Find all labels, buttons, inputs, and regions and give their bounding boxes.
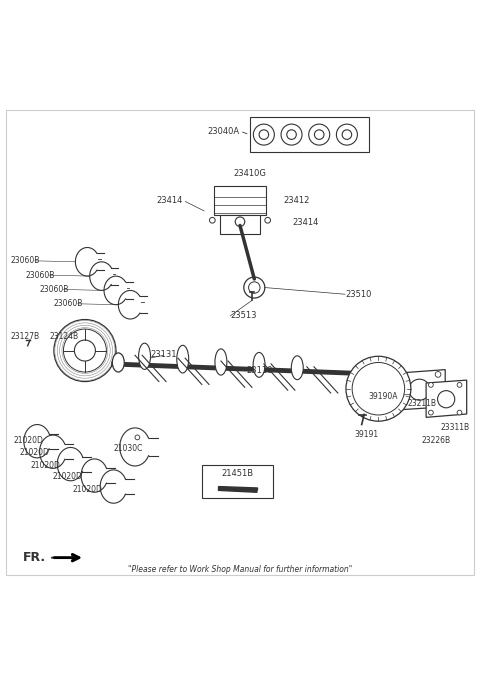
- Ellipse shape: [215, 349, 227, 375]
- Circle shape: [54, 320, 116, 381]
- Circle shape: [429, 410, 433, 415]
- Text: 21020D: 21020D: [30, 460, 60, 470]
- Text: 21020D: 21020D: [53, 472, 83, 481]
- Text: 23040A: 23040A: [208, 127, 240, 136]
- FancyBboxPatch shape: [202, 465, 274, 499]
- Circle shape: [336, 124, 358, 145]
- Text: "Please refer to Work Shop Manual for further information": "Please refer to Work Shop Manual for fu…: [128, 565, 352, 574]
- Circle shape: [314, 130, 324, 139]
- Ellipse shape: [139, 343, 151, 370]
- Polygon shape: [426, 380, 467, 417]
- Circle shape: [409, 379, 430, 400]
- Text: 21020D: 21020D: [20, 448, 49, 457]
- Circle shape: [209, 218, 215, 223]
- FancyBboxPatch shape: [220, 215, 260, 234]
- Circle shape: [429, 383, 433, 387]
- Circle shape: [249, 282, 260, 293]
- Circle shape: [346, 356, 411, 421]
- FancyBboxPatch shape: [250, 117, 369, 153]
- Circle shape: [457, 383, 462, 387]
- Circle shape: [63, 329, 107, 372]
- Text: 23060B: 23060B: [54, 299, 83, 308]
- Text: 23131: 23131: [150, 350, 177, 359]
- Text: 21451B: 21451B: [222, 469, 253, 478]
- Circle shape: [74, 340, 96, 361]
- Text: 23414: 23414: [292, 218, 319, 227]
- Polygon shape: [393, 370, 445, 410]
- Text: 39190A: 39190A: [369, 392, 398, 401]
- Circle shape: [244, 277, 265, 298]
- Circle shape: [435, 402, 441, 409]
- Circle shape: [342, 130, 352, 139]
- Text: 23226B: 23226B: [421, 436, 450, 445]
- Text: 23513: 23513: [230, 311, 257, 321]
- Circle shape: [309, 124, 330, 145]
- Text: 23311B: 23311B: [441, 424, 469, 432]
- Text: 23127B: 23127B: [11, 331, 40, 341]
- Ellipse shape: [253, 353, 265, 377]
- Text: 23124B: 23124B: [49, 331, 78, 341]
- Text: 21030C: 21030C: [114, 444, 143, 453]
- Text: 23211B: 23211B: [407, 400, 436, 409]
- Text: 23060B: 23060B: [11, 256, 40, 265]
- Circle shape: [253, 124, 275, 145]
- FancyBboxPatch shape: [214, 186, 266, 215]
- Text: 23060B: 23060B: [25, 271, 55, 280]
- Circle shape: [352, 362, 405, 415]
- Text: FR.: FR.: [23, 551, 46, 564]
- Text: 21020D: 21020D: [13, 436, 43, 445]
- Text: 23110: 23110: [246, 366, 272, 375]
- Circle shape: [435, 372, 441, 377]
- Circle shape: [135, 435, 140, 440]
- Polygon shape: [218, 486, 258, 492]
- Circle shape: [397, 372, 403, 377]
- Text: 23410G: 23410G: [233, 168, 266, 177]
- Circle shape: [438, 391, 455, 408]
- Circle shape: [287, 130, 296, 139]
- Text: 23510: 23510: [345, 290, 372, 299]
- Ellipse shape: [291, 356, 303, 380]
- Circle shape: [265, 218, 271, 223]
- Text: 39191: 39191: [355, 430, 379, 439]
- Ellipse shape: [112, 353, 124, 372]
- Circle shape: [457, 410, 462, 415]
- Circle shape: [235, 217, 245, 226]
- Text: 23414: 23414: [156, 196, 183, 205]
- Ellipse shape: [177, 345, 189, 373]
- Circle shape: [259, 130, 269, 139]
- Text: 21020D: 21020D: [72, 486, 102, 494]
- Text: 23060B: 23060B: [39, 285, 69, 294]
- Text: 23412: 23412: [283, 196, 309, 205]
- Circle shape: [397, 402, 403, 409]
- Circle shape: [281, 124, 302, 145]
